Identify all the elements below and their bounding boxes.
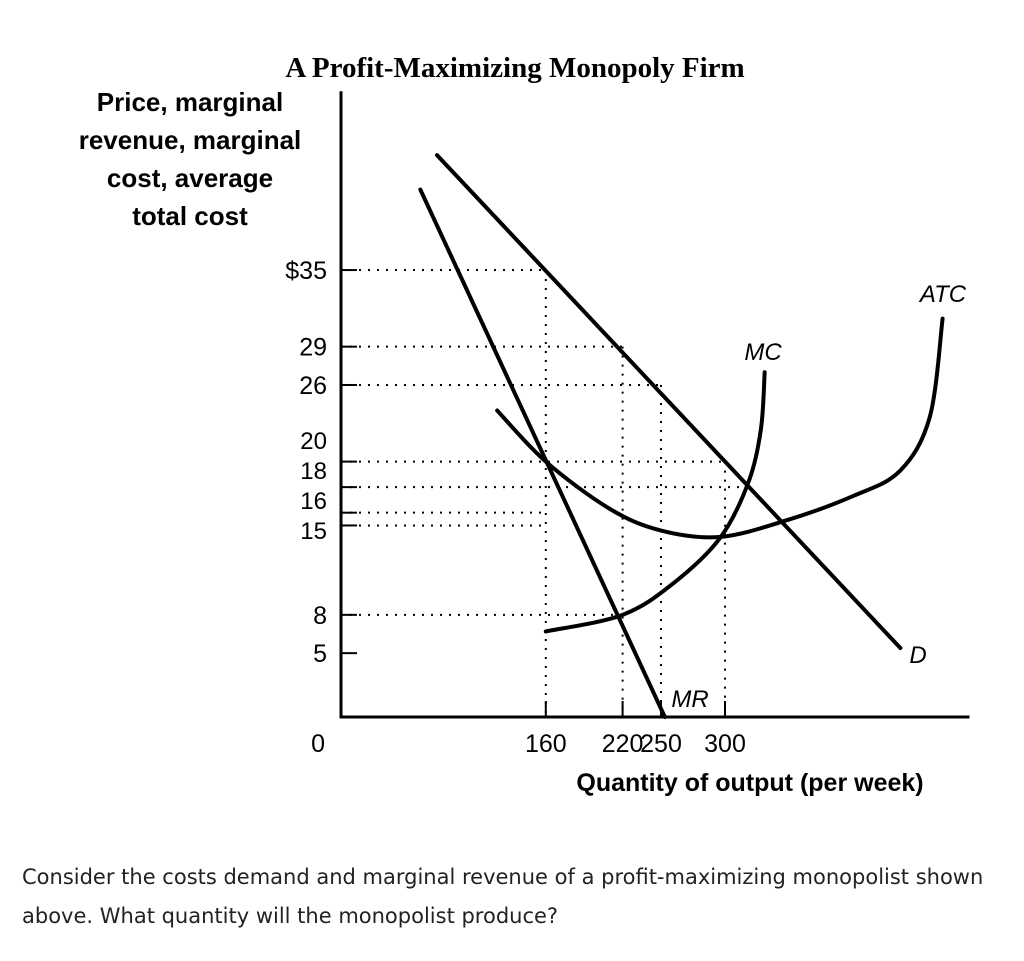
- y-tick-label: 18: [300, 458, 327, 485]
- y-tick-label: 15: [300, 518, 327, 545]
- chart-title: A Profit-Maximizing Monopoly Firm: [285, 52, 744, 84]
- curve-mr: [418, 187, 667, 719]
- y-tick-label: 29: [299, 334, 327, 362]
- y-tick-label: $35: [285, 257, 327, 285]
- question-text: Consider the costs demand and marginal r…: [22, 865, 984, 928]
- y-tick-label: 8: [313, 602, 327, 630]
- y-tick-label: 16: [300, 488, 327, 515]
- y-axis-label-line: Price, marginal: [97, 87, 283, 117]
- y-tick-label: 5: [313, 640, 327, 668]
- y-axis-label-line: cost, average: [107, 163, 273, 193]
- curve-mc: [543, 370, 767, 634]
- origin-label: 0: [311, 730, 325, 758]
- curve-label-d: D: [909, 642, 926, 669]
- curve-d: [435, 153, 903, 651]
- monopoly-chart: A Profit-Maximizing Monopoly Firm Price,…: [79, 52, 970, 797]
- curve-atc: [495, 316, 945, 540]
- x-tick-label: 160: [525, 730, 567, 758]
- curves: D MR MC ATC: [418, 153, 967, 719]
- x-tick-label: 220: [602, 730, 644, 758]
- y-axis-label-line: total cost: [132, 201, 248, 231]
- axes: [339, 91, 970, 719]
- curve-label-mr: MR: [671, 686, 708, 713]
- x-tick-label: 300: [704, 730, 746, 758]
- y-tick-label: 20: [300, 428, 327, 455]
- y-tick-label: 26: [299, 372, 327, 400]
- y-axis-label: Price, marginal revenue, marginal cost, av…: [79, 87, 302, 231]
- curve-label-mc: MC: [744, 339, 782, 366]
- x-tick-label: 250: [640, 730, 682, 758]
- y-axis-label-line: revenue, marginal: [79, 125, 302, 155]
- guide-lines: [341, 269, 749, 717]
- x-axis-label: Quantity of output (per week): [576, 769, 923, 797]
- curve-label-atc: ATC: [918, 281, 967, 308]
